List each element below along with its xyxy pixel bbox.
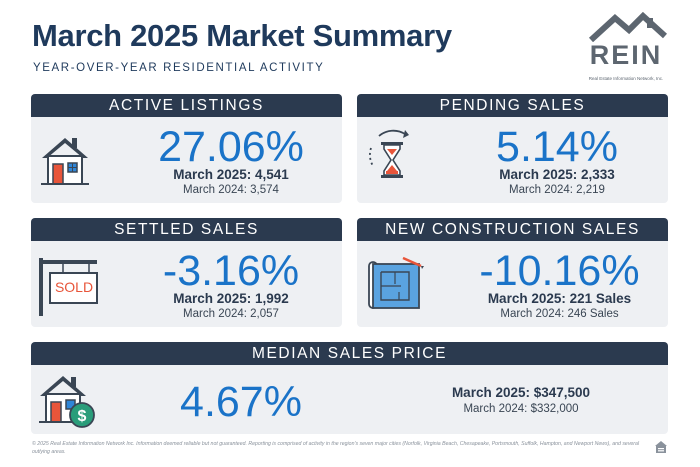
card-settled-sales: SETTLED SALES SOLD -3.16% March 2025: 1,…: [31, 218, 342, 327]
card-title: SETTLED SALES: [31, 218, 342, 241]
footer-disclaimer: © 2025 Real Estate Information Network I…: [32, 441, 640, 455]
pending-sales-previous: March 2024: 2,219: [509, 184, 605, 196]
new-construction-percent: -10.16%: [479, 247, 640, 295]
card-title: ACTIVE LISTINGS: [31, 94, 342, 117]
logo-wordmark: REIN: [589, 40, 663, 70]
active-listings-previous: March 2024: 3,574: [183, 184, 279, 196]
rein-logo: REIN Real Estate Information Network, In…: [585, 12, 667, 82]
new-construction-previous: March 2024: 246 Sales: [500, 308, 619, 320]
hourglass-icon: [369, 129, 409, 178]
settled-sales-previous: March 2024: 2,057: [183, 308, 279, 320]
card-median-price: MEDIAN SALES PRICE $ 4.67% March 2025: $…: [31, 342, 668, 434]
active-listings-percent: 27.06%: [158, 123, 304, 171]
pending-sales-percent: 5.14%: [496, 123, 618, 171]
pending-sales-current: March 2025: 2,333: [499, 167, 615, 182]
house-dollar-icon: $: [39, 376, 95, 428]
sold-sign-icon: SOLD: [37, 256, 99, 316]
equal-housing-icon: [655, 441, 667, 453]
active-listings-current: March 2025: 4,541: [173, 167, 289, 182]
card-title: MEDIAN SALES PRICE: [31, 342, 668, 365]
sold-sign-text: SOLD: [54, 279, 94, 295]
card-new-construction: NEW CONSTRUCTION SALES -10.16% March 202…: [357, 218, 668, 327]
card-title: NEW CONSTRUCTION SALES: [357, 218, 668, 241]
card-active-listings: ACTIVE LISTINGS 27.06% March 2025: 4,541…: [31, 94, 342, 203]
blueprint-icon: [368, 256, 424, 309]
settled-sales-percent: -3.16%: [162, 247, 300, 295]
roof-mark-icon: [588, 12, 667, 42]
card-title: PENDING SALES: [357, 94, 668, 117]
page-subtitle: YEAR-OVER-YEAR RESIDENTIAL ACTIVITY: [33, 62, 325, 74]
median-price-previous: March 2024: $332,000: [463, 403, 579, 415]
card-pending-sales: PENDING SALES 5.14% March 2025: 2,333 Ma…: [357, 94, 668, 203]
svg-text:$: $: [78, 408, 87, 425]
median-price-percent: 4.67%: [180, 378, 302, 426]
logo-tagline: Real Estate Information Network, Inc.: [588, 76, 664, 81]
page-title: March 2025 Market Summary: [32, 18, 452, 53]
settled-sales-current: March 2025: 1,992: [173, 291, 289, 306]
new-construction-current: March 2025: 221 Sales: [487, 291, 632, 306]
house-icon: [41, 138, 89, 185]
median-price-current: March 2025: $347,500: [451, 385, 591, 400]
